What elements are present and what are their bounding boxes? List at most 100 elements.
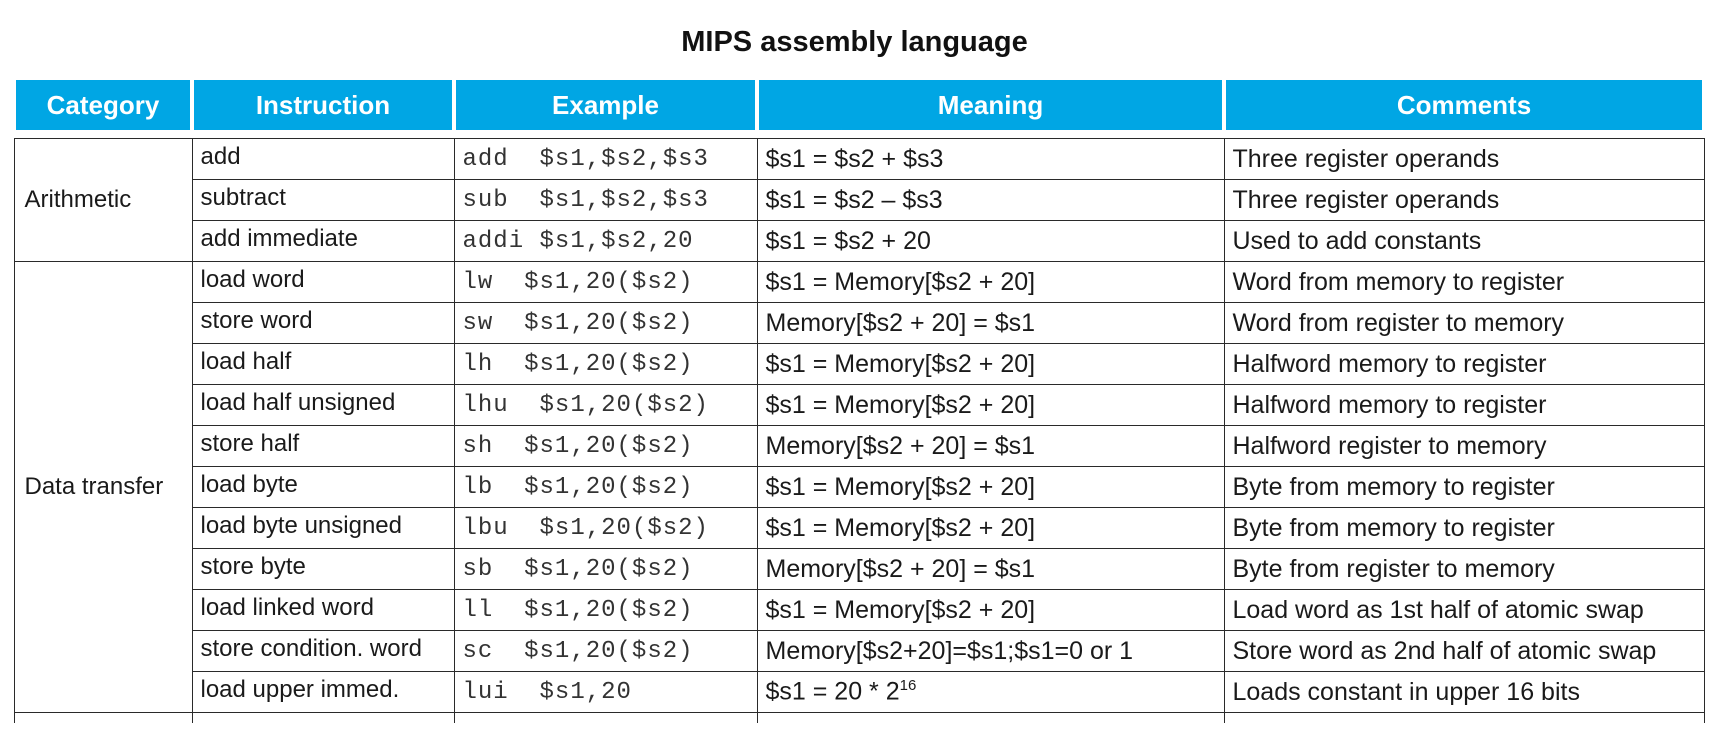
- example-cell: ll $s1,20($s2): [453, 589, 758, 631]
- instruction-cell-text: load half: [200, 348, 292, 375]
- example-cell-text: ll $s1,20($s2): [462, 596, 694, 624]
- comment-cell-text: Halfword memory to register: [1232, 349, 1547, 378]
- instruction-cell-text: load byte unsigned: [200, 512, 403, 539]
- meaning-cell: $s1 = Memory[$s2 + 20]: [756, 343, 1225, 385]
- comment-cell: Byte from register to memory: [1223, 548, 1705, 590]
- example-cell: sc $s1,20($s2): [453, 630, 758, 672]
- instruction-cell-text: add: [200, 143, 241, 170]
- meaning-cell: $s1 = Memory[$s2 + 20]: [756, 589, 1225, 631]
- table-row: load linked word ll $s1,20($s2) $s1 = Memo…: [14, 589, 1705, 631]
- instruction-cell-text: load upper immed.: [200, 676, 400, 703]
- table-row: store condition. word sc $s1,20($s2) Memor…: [14, 630, 1705, 672]
- example-cell-text: lbu $s1,20($s2): [462, 514, 709, 542]
- instruction-cell: load linked word: [191, 589, 455, 631]
- meaning-cell: $s1 = Memory[$s2 + 20]: [756, 466, 1225, 508]
- meaning-cell-text: $s1 = Memory[$s2 + 20]: [765, 472, 1036, 501]
- instruction-cell-text: store byte: [200, 553, 306, 580]
- comment-cell-text: Halfword register to memory: [1232, 431, 1547, 460]
- meaning-cell-text: $s1 = Memory[$s2 + 20]: [765, 390, 1036, 419]
- comment-cell-text: Load word as 1st half of atomic swap: [1232, 595, 1644, 624]
- instruction-cell-text: subtract: [200, 184, 286, 211]
- comment-cell-text: Used to add constants: [1232, 226, 1482, 255]
- comment-cell-text: Halfword memory to register: [1232, 390, 1547, 419]
- instruction-cell: load half: [191, 343, 455, 385]
- instruction-cell: store word: [191, 302, 455, 344]
- meaning-exponent: 16: [899, 677, 917, 695]
- comment-cell: Used to add constants: [1223, 220, 1705, 262]
- comment-cell: Word from register to memory: [1223, 302, 1705, 344]
- meaning-cell-text: $s1 = Memory[$s2 + 20]: [765, 349, 1036, 378]
- comment-cell: Load word as 1st half of atomic swap: [1223, 589, 1705, 631]
- example-cell: lh $s1,20($s2): [453, 343, 758, 385]
- instruction-cell-text: store condition. word: [200, 635, 422, 662]
- comment-cell-text: Three register operands: [1232, 144, 1500, 173]
- empty-cell: [1223, 712, 1705, 723]
- example-cell-text: lw $s1,20($s2): [462, 268, 694, 296]
- table-row: load byte lb $s1,20($s2) $s1 = Memory[$s2 …: [14, 466, 1705, 508]
- example-cell: sb $s1,20($s2): [453, 548, 758, 590]
- instruction-cell: load upper immed.: [191, 671, 455, 713]
- comment-cell: Three register operands: [1223, 179, 1705, 221]
- table-row: store byte sb $s1,20($s2) Memory[$s2 + 20]…: [14, 548, 1705, 590]
- table-body: Arithmetic add add $s1,$s2,$s3 $s1 = $s2 + …: [13, 138, 1705, 723]
- comment-cell-text: Word from register to memory: [1232, 308, 1565, 337]
- meaning-cell: $s1 = 20 * 216: [756, 671, 1225, 713]
- empty-cell: [191, 712, 455, 723]
- example-cell-text: sb $s1,20($s2): [462, 555, 694, 583]
- example-cell: sh $s1,20($s2): [453, 425, 758, 467]
- meaning-cell-text: Memory[$s2 + 20] = $s1: [765, 554, 1036, 583]
- table-row: store half sh $s1,20($s2) Memory[$s2 + 20]…: [14, 425, 1705, 467]
- example-cell-text: lui $s1,20: [462, 678, 632, 706]
- comment-cell: Byte from memory to register: [1223, 466, 1705, 508]
- instruction-cell-text: load word: [200, 266, 305, 293]
- table-row-partial: [13, 712, 1705, 723]
- meaning-cell: $s1 = Memory[$s2 + 20]: [756, 261, 1225, 303]
- table-row: add immediate addi $s1,$s2,20 $s1 = $s2 + …: [14, 220, 1705, 262]
- comment-cell: Halfword memory to register: [1223, 384, 1705, 426]
- example-cell-text: lh $s1,20($s2): [462, 350, 694, 378]
- meaning-cell: Memory[$s2 + 20] = $s1: [756, 425, 1225, 467]
- empty-cell: [13, 712, 193, 723]
- instruction-cell: load word: [191, 261, 455, 303]
- comment-cell: Byte from memory to register: [1223, 507, 1705, 549]
- instruction-cell: add: [191, 138, 455, 180]
- instruction-cell: add immediate: [191, 220, 455, 262]
- instruction-cell: store condition. word: [191, 630, 455, 672]
- example-cell: lhu $s1,20($s2): [453, 384, 758, 426]
- comment-cell-text: Byte from memory to register: [1232, 472, 1555, 501]
- table-row: store word sw $s1,20($s2) Memory[$s2 + 20]…: [14, 302, 1705, 344]
- instruction-cell-text: load half unsigned: [200, 389, 396, 416]
- meaning-cell-text: $s1 = $s2 + 20: [765, 226, 931, 255]
- meaning-cell-text: $s1 = 20 * 2: [765, 677, 900, 706]
- header-meaning: Meaning: [755, 80, 1226, 130]
- header-instruction: Instruction: [190, 80, 456, 130]
- comment-cell-text: Word from memory to register: [1232, 267, 1565, 296]
- instruction-cell-text: store word: [200, 307, 313, 334]
- example-cell: lbu $s1,20($s2): [453, 507, 758, 549]
- instruction-cell-text: load linked word: [200, 594, 374, 621]
- example-cell: lw $s1,20($s2): [453, 261, 758, 303]
- meaning-cell: $s1 = $s2 – $s3: [756, 179, 1225, 221]
- header-category: Category: [12, 80, 194, 130]
- example-cell-text: sub $s1,$s2,$s3: [462, 186, 709, 214]
- category-label: Data transfer: [24, 473, 164, 500]
- table-row: subtract sub $s1,$s2,$s3 $s1 = $s2 – $s3 Th…: [14, 179, 1705, 221]
- instruction-cell: load byte unsigned: [191, 507, 455, 549]
- example-cell: sub $s1,$s2,$s3: [453, 179, 758, 221]
- table-row: load half unsigned lhu $s1,20($s2) $s1 = M…: [14, 384, 1705, 426]
- table-row: load half lh $s1,20($s2) $s1 = Memory[$s2 …: [14, 343, 1705, 385]
- instruction-cell-text: load byte: [200, 471, 298, 498]
- instruction-table: Category Instruction Example Meaning Com…: [12, 80, 1706, 723]
- meaning-cell-text: Memory[$s2+20]=$s1;$s1=0 or 1: [765, 636, 1134, 665]
- instruction-cell: store byte: [191, 548, 455, 590]
- instruction-cell: store half: [191, 425, 455, 467]
- table-row: load upper immed. lui $s1,20 $s1 = 20 * 21…: [14, 671, 1705, 713]
- meaning-cell: Memory[$s2+20]=$s1;$s1=0 or 1: [756, 630, 1225, 672]
- page-title: MIPS assembly language: [681, 26, 1028, 58]
- meaning-cell-text: $s1 = Memory[$s2 + 20]: [765, 595, 1036, 624]
- comment-cell-text: Byte from register to memory: [1232, 554, 1555, 583]
- table-row: load byte unsigned lbu $s1,20($s2) $s1 = M…: [14, 507, 1705, 549]
- category-cell: Data transfer: [13, 261, 193, 713]
- meaning-cell: $s1 = Memory[$s2 + 20]: [756, 507, 1225, 549]
- instruction-cell: subtract: [191, 179, 455, 221]
